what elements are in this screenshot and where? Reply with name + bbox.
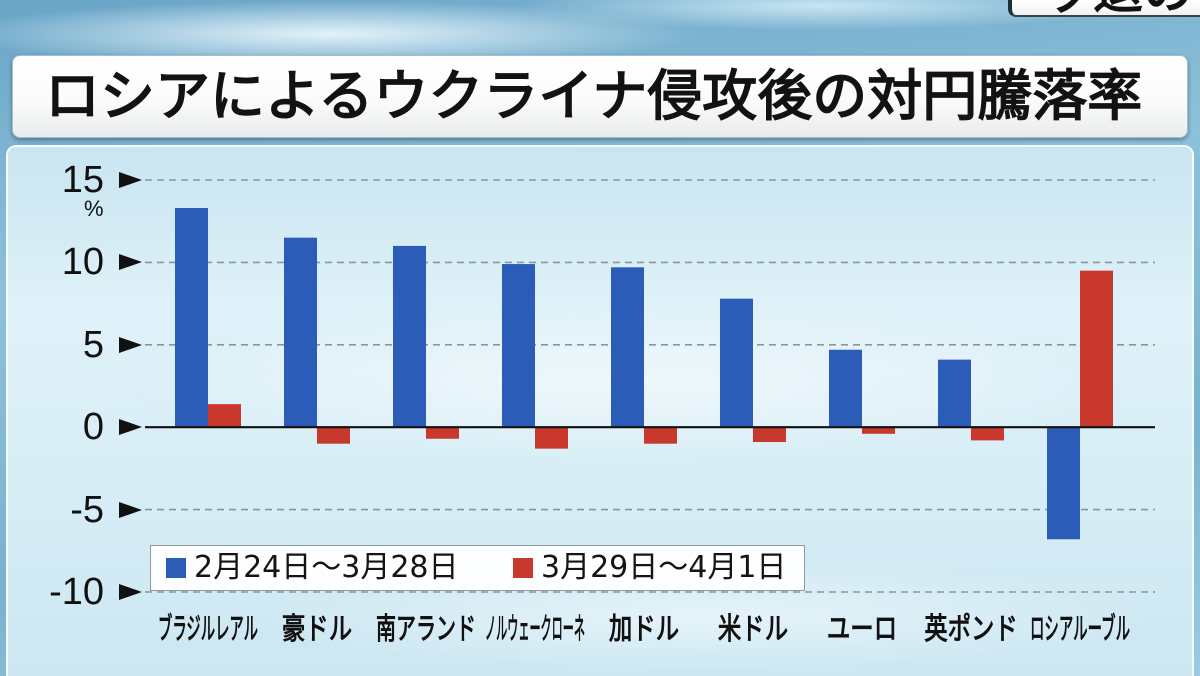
bar-series-2-category-4 [535,427,568,449]
legend-label-series-2: 3月29日～4月1日 [541,550,787,585]
legend-item-series-2: 3月29日～4月1日 [513,546,786,590]
bar-series-1-category-8 [938,359,971,428]
bar-series-2-category-9 [1080,270,1113,428]
corner-tab-text: ッ退の [1043,0,1193,15]
y-axis-unit: % [84,196,104,221]
bars [175,208,1113,540]
bar-series-2-category-1 [208,404,241,428]
legend-swatch-series-2 [513,558,533,578]
bar-series-1-category-7 [829,349,862,428]
bar-series-2-category-5 [644,427,677,444]
bar-series-2-category-6 [753,427,786,443]
title-banner: ロシアによるウクライナ侵攻後の対円騰落率 [12,55,1188,138]
bar-series-1-category-9 [1047,427,1080,540]
bar-series-2-category-3 [426,427,459,439]
bar-series-1-category-3 [393,245,426,428]
bar-series-1-category-6 [720,298,753,428]
bar-series-1-category-4 [502,264,535,428]
legend-item-series-1: 2月24日～3月28日 [166,546,513,590]
legend-swatch-series-1 [166,558,186,578]
legend: 2月24日～3月28日 3月29日～4月1日 [150,545,805,591]
bar-series-2-category-7 [862,427,895,434]
bar-series-1-category-2 [284,237,317,428]
bar-series-2-category-8 [971,427,1004,441]
chart-title: ロシアによるウクライナ侵攻後の対円騰落率 [45,64,1143,128]
corner-title-tab: ッ退の [1008,0,1200,17]
bar-series-2-category-2 [317,427,350,444]
bar-series-1-category-1 [175,208,208,428]
legend-label-series-1: 2月24日～3月28日 [194,550,459,585]
bar-series-1-category-5 [611,267,644,428]
